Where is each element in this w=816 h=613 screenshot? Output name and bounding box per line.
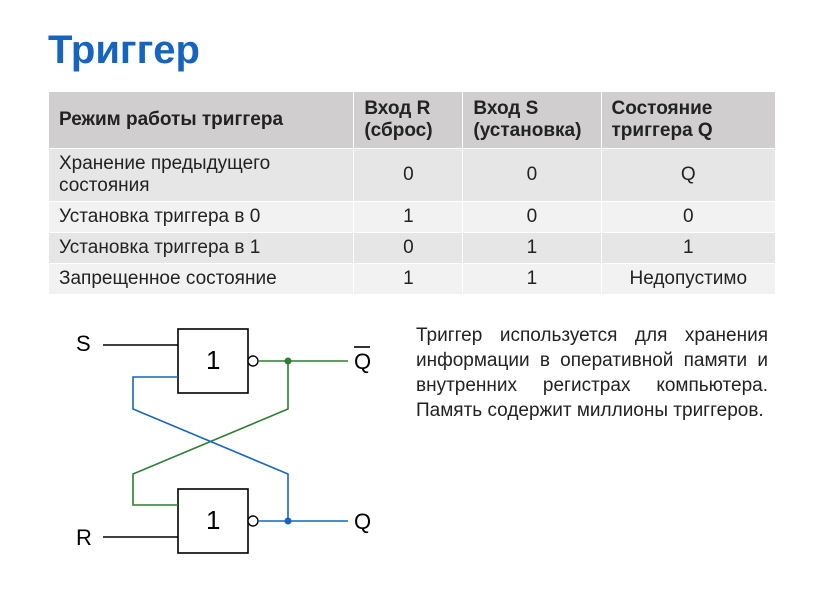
- cell-mode: Установка триггера в 1: [49, 233, 354, 264]
- cell-r: 0: [354, 233, 463, 264]
- cell-r: 1: [354, 202, 463, 233]
- gate-top-bubble: [248, 356, 258, 366]
- table-row: Установка триггера в 1 0 1 1: [49, 233, 776, 264]
- gate-top-label: 1: [206, 345, 220, 375]
- label-q: Q: [354, 509, 371, 534]
- cell-s: 1: [463, 264, 601, 295]
- label-r: R: [76, 525, 92, 550]
- gate-bottom-bubble: [248, 516, 258, 526]
- label-qbar: Q: [354, 349, 371, 374]
- cell-mode: Хранение предыдущего состояния: [49, 149, 354, 202]
- description-text: Триггер используется для хранения информ…: [416, 319, 776, 584]
- cell-s: 0: [463, 202, 601, 233]
- cell-r: 0: [354, 149, 463, 202]
- cell-s: 0: [463, 149, 601, 202]
- cell-mode: Запрещенное состояние: [49, 264, 354, 295]
- truth-table: Режим работы триггера Вход R (сброс) Вхо…: [48, 91, 776, 295]
- cell-r: 1: [354, 264, 463, 295]
- cell-s: 1: [463, 233, 601, 264]
- th-mode: Режим работы триггера: [49, 92, 354, 149]
- table-row: Хранение предыдущего состояния 0 0 Q: [49, 149, 776, 202]
- cell-mode: Установка триггера в 0: [49, 202, 354, 233]
- th-s: Вход S (установка): [463, 92, 601, 149]
- th-r: Вход R (сброс): [354, 92, 463, 149]
- th-q: Состояние триггера Q: [601, 92, 776, 149]
- page-title: Триггер: [48, 28, 776, 73]
- rs-trigger-diagram: 1 1 S: [48, 319, 388, 579]
- label-s: S: [76, 331, 91, 356]
- table-row: Запрещенное состояние 1 1 Недопустимо: [49, 264, 776, 295]
- gate-bottom-label: 1: [206, 505, 220, 535]
- cell-q: 0: [601, 202, 776, 233]
- cell-q: 1: [601, 233, 776, 264]
- cell-q: Q: [601, 149, 776, 202]
- table-row: Установка триггера в 0 1 0 0: [49, 202, 776, 233]
- cell-q: Недопустимо: [601, 264, 776, 295]
